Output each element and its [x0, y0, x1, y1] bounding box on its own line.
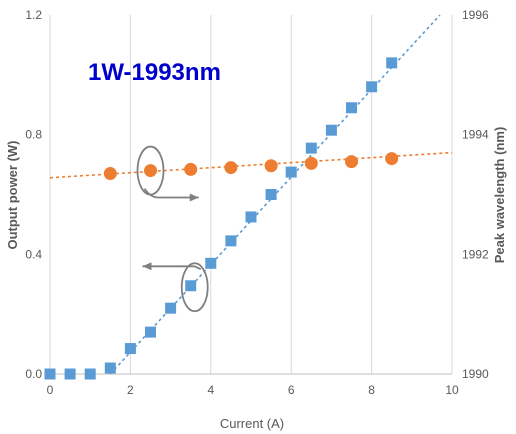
indicator-arrowhead [189, 193, 199, 202]
data-markers [44, 57, 399, 380]
data-point-wavelength [144, 164, 157, 178]
data-point-wavelength [385, 152, 399, 166]
data-point-power [346, 102, 357, 114]
data-point-power [366, 81, 378, 93]
y-right-tick-label: 1996 [462, 8, 489, 22]
data-point-power [84, 368, 96, 380]
indicator-connector [143, 188, 159, 199]
data-point-wavelength [304, 156, 318, 170]
x-tick-label: 4 [207, 383, 214, 397]
indicator-ellipse [180, 262, 209, 313]
data-point-power [265, 189, 277, 200]
x-tick-label: 6 [288, 383, 295, 397]
data-point-power [64, 368, 76, 380]
y-left-tick-label: 1.2 [25, 8, 42, 22]
data-point-power [104, 362, 116, 374]
data-point-power [225, 235, 237, 247]
y-left-tick-label: 0.4 [25, 247, 42, 261]
y-right-tick-label: 1992 [462, 247, 489, 261]
x-tick-label: 0 [47, 383, 54, 397]
data-point-power [305, 142, 317, 154]
data-point-wavelength [103, 167, 117, 181]
indicator-arrowhead [142, 262, 152, 271]
data-point-power [124, 343, 136, 355]
y-axis-title-left: Output power (W) [5, 140, 20, 249]
data-point-wavelength [184, 162, 198, 176]
vertical-gridlines [49, 15, 453, 375]
x-tick-label: 2 [127, 383, 134, 397]
y-left-tick-label: 0.0 [25, 367, 42, 381]
indicator-connector [194, 265, 202, 271]
chart-annotation: 1W-1993nm [88, 59, 221, 86]
data-point-power [205, 257, 217, 269]
data-point-wavelength [345, 155, 358, 169]
data-point-power [145, 326, 156, 338]
data-point-power [245, 211, 257, 223]
tick-labels: 0 2 4 6 8 10 0.0 0.4 0.8 1.2 1990 1992 1994 1996 [25, 8, 489, 397]
y-left-tick-label: 0.8 [25, 128, 42, 142]
y-right-tick-label: 1994 [462, 128, 489, 142]
data-point-wavelength [224, 161, 238, 175]
data-point-power [386, 57, 398, 69]
x-axis-title: Current (A) [220, 416, 284, 431]
y-right-tick-label: 1990 [462, 367, 489, 381]
axis-indicators [136, 145, 209, 313]
trendline-1 [49, 151, 453, 179]
x-tick-label: 8 [368, 383, 375, 397]
x-tick-label: 10 [445, 383, 459, 397]
data-point-power [165, 302, 177, 314]
data-point-power [44, 368, 56, 380]
data-point-wavelength [264, 159, 278, 173]
data-point-power [285, 166, 297, 178]
data-point-power [185, 280, 197, 292]
data-point-power [325, 124, 337, 136]
y-axis-title-right: Peak wavelength (nm) [492, 127, 507, 264]
trendlines [49, 14, 453, 375]
